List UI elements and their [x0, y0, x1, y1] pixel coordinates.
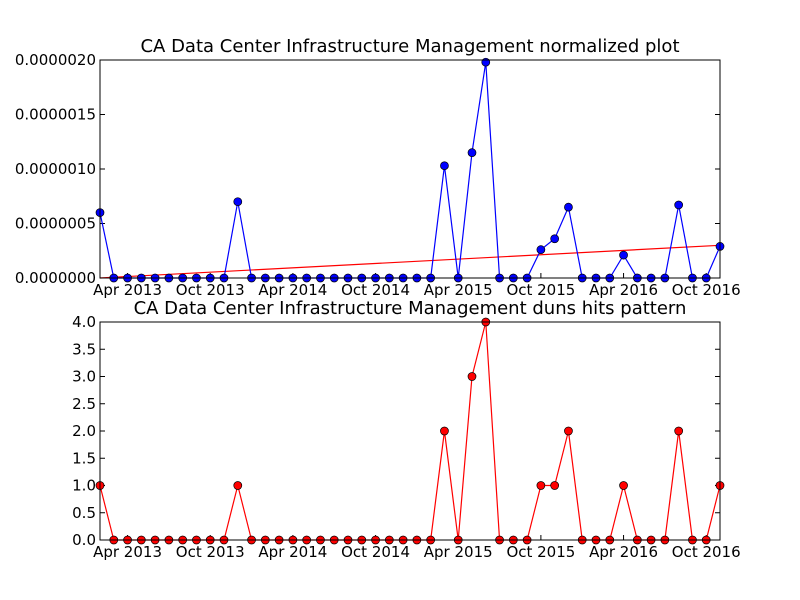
y-tick-label: 1.5: [72, 449, 96, 467]
x-tick-label: Oct 2014: [341, 281, 410, 299]
data-point: [564, 426, 573, 436]
x-tick-label: Apr 2014: [258, 281, 327, 299]
chart-title: CA Data Center Infrastructure Management…: [140, 36, 679, 57]
data-point: [550, 234, 560, 244]
plot-frame: [99, 59, 721, 279]
data-point: [674, 426, 684, 436]
data-point: [467, 372, 477, 381]
data-point: [467, 148, 477, 157]
data-point: [481, 57, 491, 67]
data-point: [674, 200, 684, 210]
y-tick-label: 0.5: [72, 504, 96, 522]
data-point: [536, 245, 546, 255]
x-tick-label: Oct 2015: [506, 281, 575, 299]
data-point: [619, 481, 628, 490]
x-tick-label: Oct 2013: [176, 543, 245, 561]
y-tick-label: 0.0000020: [15, 51, 96, 69]
y-tick-label: 2.0: [72, 422, 96, 440]
y-tick-label: 0.0000010: [15, 160, 96, 178]
x-tick-label: Oct 2014: [341, 543, 410, 561]
y-tick-label: 0.0000000: [15, 269, 96, 287]
x-tick-label: Oct 2013: [176, 281, 245, 299]
series-line: [99, 62, 721, 279]
series-line: [99, 321, 721, 541]
y-tick-label: 4.0: [72, 313, 96, 331]
y-tick-label: 3.0: [72, 368, 96, 386]
data-point: [440, 426, 449, 436]
x-tick-label: Apr 2013: [93, 281, 162, 299]
data-point: [564, 202, 573, 212]
y-tick-label: 0.0: [72, 531, 96, 549]
x-tick-label: Apr 2016: [589, 543, 658, 561]
x-tick-label: Apr 2015: [424, 543, 493, 561]
x-tick-label: Apr 2016: [589, 281, 658, 299]
chart-title: CA Data Center Infrastructure Management…: [134, 298, 687, 319]
y-tick-label: 2.5: [72, 395, 96, 413]
data-point: [233, 197, 243, 207]
data-point: [440, 161, 449, 171]
x-tick-label: Apr 2014: [258, 543, 327, 561]
y-tick-label: 1.0: [72, 477, 96, 495]
data-point: [536, 481, 546, 490]
y-tick-label: 0.0000015: [15, 106, 96, 124]
data-point: [619, 250, 628, 260]
x-tick-label: Oct 2016: [672, 281, 741, 299]
data-point: [550, 481, 560, 490]
trend-line: [99, 244, 721, 279]
x-tick-label: Oct 2016: [672, 543, 741, 561]
x-tick-label: Oct 2015: [506, 543, 575, 561]
y-tick-label: 0.0000005: [15, 215, 96, 233]
x-tick-label: Apr 2013: [93, 543, 162, 561]
x-tick-label: Apr 2015: [424, 281, 493, 299]
y-tick-label: 3.5: [72, 340, 96, 358]
plot-frame: [99, 321, 721, 541]
data-point: [233, 481, 243, 490]
